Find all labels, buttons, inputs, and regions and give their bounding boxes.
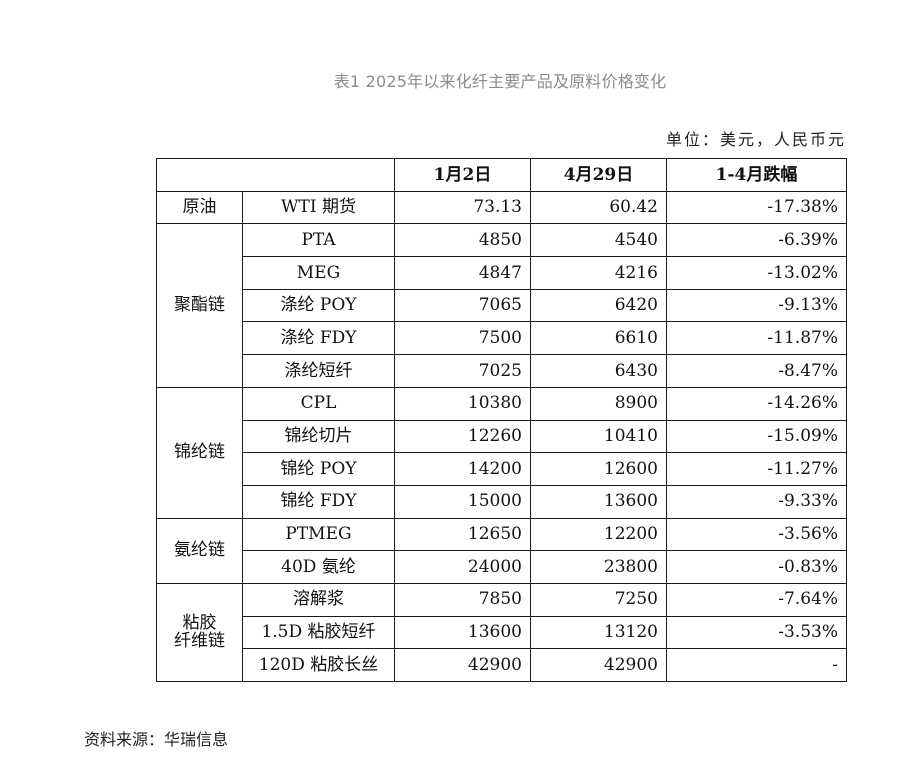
change-value: -13.02% bbox=[666, 256, 847, 290]
apr29-value: 13120 bbox=[530, 615, 667, 650]
jan2-value: 15000 bbox=[394, 484, 531, 519]
apr29-value: 4216 bbox=[530, 256, 667, 290]
change-value: -9.13% bbox=[666, 288, 847, 323]
apr29-value: 6420 bbox=[530, 288, 667, 323]
change-value: -7.64% bbox=[666, 582, 847, 617]
product-cell: 锦纶切片 bbox=[242, 419, 395, 454]
table-row: 氨纶链 PTMEG 12650 12200 -3.56% bbox=[156, 517, 847, 584]
product-cell: PTMEG bbox=[242, 517, 395, 552]
change-value: -17.38% bbox=[666, 190, 847, 225]
jan2-value: 7500 bbox=[394, 321, 531, 356]
jan2-value: 4850 bbox=[394, 223, 531, 258]
apr29-value: 12200 bbox=[530, 517, 667, 552]
apr29-value: 6430 bbox=[530, 354, 667, 388]
jan2-value: 4847 bbox=[394, 256, 531, 290]
apr29-value: 10410 bbox=[530, 419, 667, 454]
change-value: -3.56% bbox=[666, 517, 847, 552]
product-cell: 溶解浆 bbox=[242, 582, 395, 617]
apr29-value: 4540 bbox=[530, 223, 667, 258]
table-row: 40D 氨纶 24000 23800 -0.83% bbox=[157, 550, 847, 584]
header-apr29: 4月29日 bbox=[530, 158, 667, 192]
group-crude-oil: 原油 bbox=[156, 190, 243, 225]
jan2-value: 7850 bbox=[394, 582, 531, 617]
product-cell: WTI 期货 bbox=[242, 190, 395, 225]
table-row: 涤纶 FDY 7500 6610 -11.87% bbox=[157, 321, 847, 356]
apr29-value: 12600 bbox=[530, 452, 667, 486]
product-cell: MEG bbox=[242, 256, 395, 290]
jan2-value: 73.13 bbox=[394, 190, 531, 225]
jan2-value: 12260 bbox=[394, 419, 531, 454]
header-change: 1-4月跌幅 bbox=[666, 158, 847, 192]
product-cell: 涤纶 FDY bbox=[242, 321, 395, 356]
source-note: 资料来源：华瑞信息 bbox=[84, 730, 229, 749]
change-value: -6.39% bbox=[666, 223, 847, 258]
header-blank bbox=[156, 158, 395, 192]
jan2-value: 13600 bbox=[394, 615, 531, 650]
table-row: 1.5D 粘胶短纤 13600 13120 -3.53% bbox=[157, 615, 847, 650]
change-value: -3.53% bbox=[666, 615, 847, 650]
group-nylon-chain: 锦纶链 bbox=[156, 386, 243, 519]
table-row: 聚酯链 PTA 4850 4540 -6.39% bbox=[156, 223, 847, 388]
apr29-value: 13600 bbox=[530, 484, 667, 519]
jan2-value: 10380 bbox=[394, 386, 531, 421]
product-cell: CPL bbox=[242, 386, 395, 421]
jan2-value: 24000 bbox=[394, 550, 531, 584]
table-caption: 表1 2025年以来化纤主要产品及原料价格变化 bbox=[333, 72, 667, 91]
price-table: 1月2日 4月29日 1-4月跌幅 原油 WTI 期货 73.13 60.42 … bbox=[156, 158, 847, 683]
unit-note: 单位：美元，人民币元 bbox=[665, 130, 846, 149]
header-row: 1月2日 4月29日 1-4月跌幅 bbox=[156, 158, 847, 192]
change-value: -0.83% bbox=[666, 550, 847, 584]
change-value: -8.47% bbox=[666, 354, 847, 388]
change-value: -11.87% bbox=[666, 321, 847, 356]
table-row: 原油 WTI 期货 73.13 60.42 -17.38% bbox=[156, 190, 847, 225]
table-row: 120D 粘胶长丝 42900 42900 - bbox=[157, 648, 847, 682]
product-cell: PTA bbox=[242, 223, 395, 258]
change-value: -11.27% bbox=[666, 452, 847, 486]
group-viscose-chain: 粘胶 纤维链 bbox=[156, 582, 243, 683]
product-cell: 120D 粘胶长丝 bbox=[242, 648, 395, 682]
apr29-value: 8900 bbox=[530, 386, 667, 421]
change-value: -9.33% bbox=[666, 484, 847, 519]
product-cell: 锦纶 POY bbox=[242, 452, 395, 486]
table-row: MEG 4847 4216 -13.02% bbox=[157, 256, 847, 290]
table-row: 锦纶 POY 14200 12600 -11.27% bbox=[157, 452, 847, 486]
table-row: 涤纶短纤 7025 6430 -8.47% bbox=[157, 354, 847, 388]
product-cell: 涤纶短纤 bbox=[242, 354, 395, 388]
change-value: - bbox=[666, 648, 847, 682]
apr29-value: 60.42 bbox=[530, 190, 667, 225]
product-cell: 1.5D 粘胶短纤 bbox=[242, 615, 395, 650]
group-polyester-chain: 聚酯链 bbox=[156, 223, 243, 388]
change-value: -15.09% bbox=[666, 419, 847, 454]
change-value: -14.26% bbox=[666, 386, 847, 421]
table-row: 锦纶 FDY 15000 13600 -9.33% bbox=[157, 484, 847, 519]
product-cell: 锦纶 FDY bbox=[242, 484, 395, 519]
jan2-value: 7025 bbox=[394, 354, 531, 388]
jan2-value: 14200 bbox=[394, 452, 531, 486]
table-row: 锦纶切片 12260 10410 -15.09% bbox=[157, 419, 847, 454]
product-cell: 涤纶 POY bbox=[242, 288, 395, 323]
jan2-value: 12650 bbox=[394, 517, 531, 552]
table-row: 涤纶 POY 7065 6420 -9.13% bbox=[157, 288, 847, 323]
jan2-value: 7065 bbox=[394, 288, 531, 323]
group-spandex-chain: 氨纶链 bbox=[156, 517, 243, 584]
apr29-value: 42900 bbox=[530, 648, 667, 682]
jan2-value: 42900 bbox=[394, 648, 531, 682]
apr29-value: 7250 bbox=[530, 582, 667, 617]
product-cell: 40D 氨纶 bbox=[242, 550, 395, 584]
apr29-value: 6610 bbox=[530, 321, 667, 356]
table-row: 粘胶 纤维链 溶解浆 7850 7250 -7.64% bbox=[156, 582, 847, 683]
header-jan2: 1月2日 bbox=[394, 158, 531, 192]
apr29-value: 23800 bbox=[530, 550, 667, 584]
table-row: 锦纶链 CPL 10380 8900 -14.26% bbox=[156, 386, 847, 519]
